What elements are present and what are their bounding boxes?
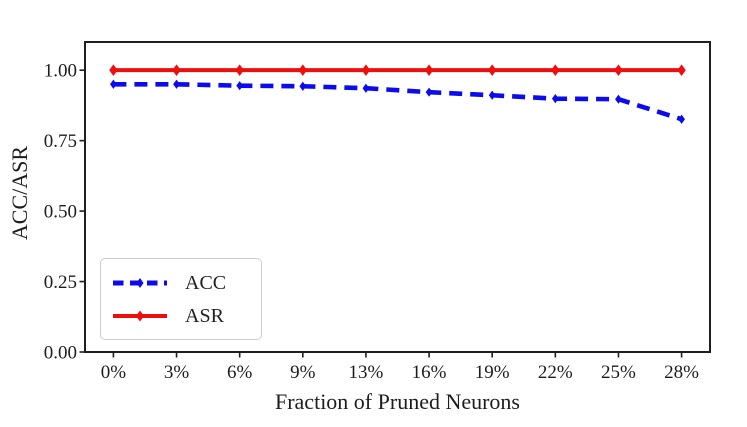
x-axis-title: Fraction of Pruned Neurons: [274, 389, 520, 414]
x-tick-label: 3%: [164, 362, 190, 383]
acc-marker: [678, 114, 685, 124]
asr-marker: [424, 64, 434, 76]
asr-marker: [172, 64, 181, 76]
acc-line-swatch: [113, 277, 167, 288]
acc-marker: [488, 90, 496, 100]
x-tick-label: 22%: [538, 362, 573, 383]
acc-marker: [299, 81, 307, 91]
legend-label-asr: ASR: [185, 304, 224, 327]
acc-line: [113, 81, 683, 122]
asr-marker: [235, 64, 244, 76]
asr-marker: [487, 64, 497, 76]
acc-marker: [236, 81, 244, 91]
y-axis-title: ACC/ASR: [7, 145, 32, 241]
asr-marker: [109, 64, 118, 76]
x-tick-label: 0%: [101, 362, 127, 383]
x-tick-label: 9%: [290, 362, 316, 383]
acc-marker: [362, 83, 370, 93]
asr-marker: [361, 64, 371, 76]
acc-marker: [551, 94, 559, 104]
y-tick-label: 0.75: [44, 131, 77, 152]
x-tick-label: 16%: [412, 362, 447, 383]
x-tick-label: 28%: [664, 362, 699, 383]
asr-diamond-marker-icon: [136, 310, 144, 321]
y-tick-label: 0.25: [44, 272, 77, 293]
x-tick-label: 6%: [227, 362, 253, 383]
acc-diamond-marker-icon: [136, 277, 144, 288]
x-tick-label: 19%: [475, 362, 510, 383]
y-tick-label: 1.00: [44, 61, 77, 82]
plot-border: [84, 41, 711, 353]
x-tick-label: 13%: [349, 362, 384, 383]
acc-marker: [173, 79, 180, 89]
asr-marker: [298, 64, 308, 76]
legend: ACC ASR: [100, 258, 262, 340]
y-tick-label: 0.00: [44, 343, 77, 364]
asr-line-swatch: [113, 310, 167, 321]
asr-marker: [551, 64, 560, 76]
asr-marker: [677, 64, 686, 76]
legend-entry-asr: ASR: [111, 306, 251, 326]
asr-marker: [614, 64, 623, 76]
acc-marker: [110, 79, 117, 89]
acc-marker: [425, 87, 433, 97]
y-tick-label: 0.50: [44, 202, 77, 223]
x-tick-label: 25%: [601, 362, 636, 383]
legend-label-acc: ACC: [185, 271, 227, 294]
acc-marker: [615, 94, 622, 104]
legend-entry-acc: ACC: [111, 273, 251, 293]
